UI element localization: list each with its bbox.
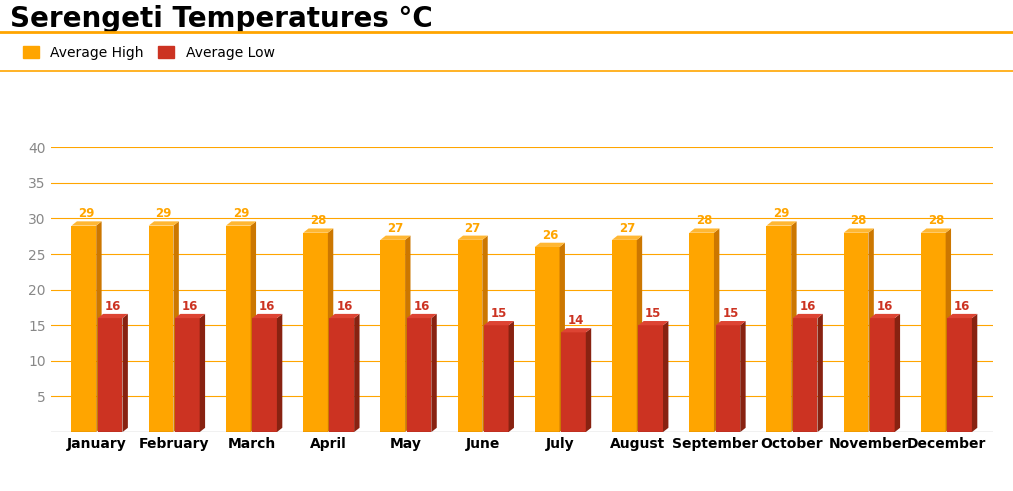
- Polygon shape: [921, 233, 946, 432]
- Text: 28: 28: [696, 215, 712, 227]
- Text: 28: 28: [851, 215, 867, 227]
- Polygon shape: [612, 240, 637, 432]
- Polygon shape: [946, 228, 951, 432]
- Text: 29: 29: [773, 207, 790, 220]
- Polygon shape: [791, 221, 796, 432]
- Polygon shape: [175, 318, 200, 432]
- Polygon shape: [971, 314, 978, 432]
- Text: 15: 15: [722, 307, 738, 320]
- Text: 15: 15: [645, 307, 661, 320]
- Polygon shape: [894, 314, 901, 432]
- Text: 16: 16: [336, 300, 353, 313]
- Polygon shape: [535, 247, 559, 432]
- Polygon shape: [406, 314, 437, 318]
- Text: 29: 29: [233, 207, 249, 220]
- Polygon shape: [482, 236, 487, 432]
- Polygon shape: [767, 221, 796, 226]
- Text: 29: 29: [156, 207, 172, 220]
- Polygon shape: [405, 236, 410, 432]
- Polygon shape: [870, 314, 901, 318]
- Polygon shape: [844, 228, 874, 233]
- Polygon shape: [381, 236, 410, 240]
- Text: 29: 29: [78, 207, 95, 220]
- Polygon shape: [72, 226, 96, 432]
- Polygon shape: [586, 328, 592, 432]
- Legend: Average High, Average Low: Average High, Average Low: [17, 40, 281, 65]
- Polygon shape: [355, 314, 360, 432]
- Text: 16: 16: [182, 300, 199, 313]
- Polygon shape: [72, 221, 101, 226]
- Polygon shape: [406, 318, 432, 432]
- Text: 16: 16: [259, 300, 276, 313]
- Text: 27: 27: [387, 221, 403, 235]
- Text: 26: 26: [542, 229, 558, 242]
- Polygon shape: [252, 314, 283, 318]
- Polygon shape: [535, 243, 565, 247]
- Polygon shape: [329, 314, 360, 318]
- Polygon shape: [123, 314, 128, 432]
- Polygon shape: [767, 226, 791, 432]
- Polygon shape: [561, 328, 592, 332]
- Polygon shape: [741, 321, 746, 432]
- Polygon shape: [715, 321, 746, 326]
- Text: 16: 16: [954, 300, 970, 313]
- Polygon shape: [458, 236, 487, 240]
- Polygon shape: [509, 321, 514, 432]
- Polygon shape: [715, 326, 741, 432]
- Text: 15: 15: [490, 307, 508, 320]
- Polygon shape: [149, 221, 179, 226]
- Polygon shape: [200, 314, 205, 432]
- Polygon shape: [844, 233, 868, 432]
- Polygon shape: [637, 236, 642, 432]
- Polygon shape: [793, 314, 823, 318]
- Polygon shape: [175, 314, 205, 318]
- Polygon shape: [329, 318, 355, 432]
- Polygon shape: [870, 318, 894, 432]
- Polygon shape: [303, 228, 333, 233]
- Polygon shape: [638, 326, 664, 432]
- Polygon shape: [947, 314, 978, 318]
- Polygon shape: [638, 321, 669, 326]
- Text: 27: 27: [619, 221, 635, 235]
- Polygon shape: [921, 228, 951, 233]
- Text: Serengeti Temperatures °C: Serengeti Temperatures °C: [10, 5, 433, 33]
- Text: 16: 16: [104, 300, 121, 313]
- Polygon shape: [484, 326, 509, 432]
- Polygon shape: [714, 228, 719, 432]
- Polygon shape: [432, 314, 437, 432]
- Polygon shape: [664, 321, 669, 432]
- Polygon shape: [689, 228, 719, 233]
- Text: 16: 16: [877, 300, 893, 313]
- Polygon shape: [277, 314, 283, 432]
- Text: 28: 28: [310, 215, 326, 227]
- Polygon shape: [381, 240, 405, 432]
- Polygon shape: [149, 226, 173, 432]
- Polygon shape: [559, 243, 565, 432]
- Polygon shape: [173, 221, 179, 432]
- Text: 28: 28: [928, 215, 944, 227]
- Polygon shape: [793, 318, 817, 432]
- Polygon shape: [98, 318, 123, 432]
- Polygon shape: [328, 228, 333, 432]
- Polygon shape: [689, 233, 714, 432]
- Polygon shape: [947, 318, 971, 432]
- Polygon shape: [252, 318, 277, 432]
- Text: 14: 14: [568, 314, 585, 327]
- Polygon shape: [226, 226, 250, 432]
- Polygon shape: [303, 233, 328, 432]
- Polygon shape: [250, 221, 256, 432]
- Polygon shape: [561, 332, 586, 432]
- Polygon shape: [226, 221, 256, 226]
- Polygon shape: [484, 321, 514, 326]
- Text: 16: 16: [799, 300, 816, 313]
- Polygon shape: [612, 236, 642, 240]
- Polygon shape: [458, 240, 482, 432]
- Polygon shape: [98, 314, 128, 318]
- Text: 27: 27: [465, 221, 481, 235]
- Polygon shape: [817, 314, 823, 432]
- Polygon shape: [868, 228, 874, 432]
- Polygon shape: [96, 221, 101, 432]
- Text: 16: 16: [413, 300, 430, 313]
